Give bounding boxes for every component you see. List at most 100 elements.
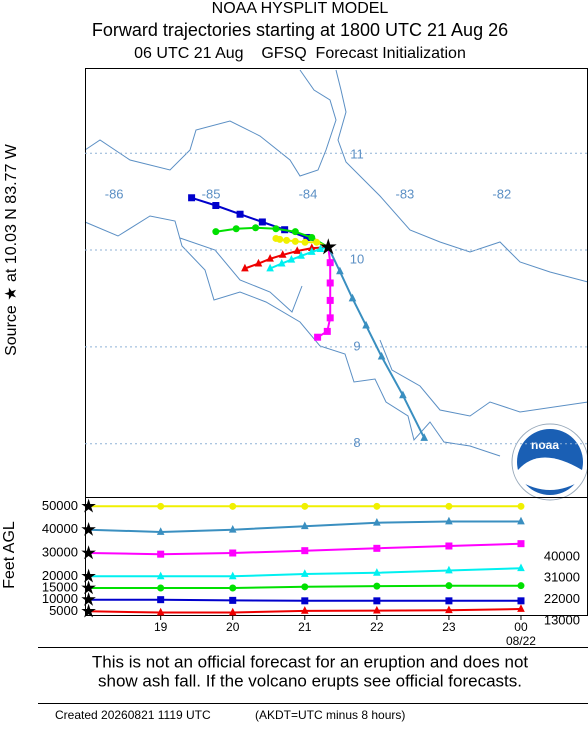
marker — [300, 569, 309, 577]
coastlines — [84, 69, 588, 457]
marker — [300, 606, 309, 614]
x-tick-label: 22 — [370, 620, 384, 634]
marker — [323, 327, 331, 335]
x-sublabel: 08/22 — [506, 634, 536, 648]
y-axis-title: Feet AGL — [1, 521, 18, 589]
marker — [326, 259, 334, 267]
right-label: 13000 — [544, 612, 580, 627]
marker — [278, 250, 287, 258]
y-tick-label: 40000 — [42, 521, 78, 536]
init-line: 06 UTC 21 Aug GFSQ Forecast Initializati… — [134, 45, 466, 62]
marker — [212, 228, 220, 236]
marker — [229, 584, 237, 592]
lon-label: -84 — [299, 186, 318, 201]
marker — [212, 202, 220, 210]
marker — [517, 597, 525, 605]
marker — [258, 218, 266, 226]
coastline — [84, 69, 337, 177]
source-star — [319, 238, 337, 255]
right-label: 40000 — [544, 548, 580, 563]
marker — [301, 583, 309, 591]
noaa-logo: noaa — [511, 423, 588, 501]
marker — [373, 544, 381, 552]
lat-label: 11 — [350, 147, 364, 162]
title: NOAA HYSPLIT MODEL — [212, 0, 389, 17]
x-tick-label: 23 — [442, 620, 456, 634]
marker — [445, 582, 453, 590]
marker — [373, 568, 381, 576]
coastline — [379, 339, 588, 417]
marker — [300, 521, 309, 530]
marker — [277, 258, 286, 267]
marker — [445, 597, 453, 605]
marker — [241, 263, 249, 272]
source-star — [81, 603, 96, 618]
logo-text: noaa — [531, 438, 559, 452]
lon-label: -86 — [105, 186, 124, 201]
source-star — [81, 498, 96, 513]
marker — [252, 224, 260, 232]
source-star — [81, 545, 96, 560]
y-tick-label: 30000 — [42, 544, 78, 559]
created: Created 20260821 1119 UTC — [55, 708, 211, 722]
x-tick-label: 21 — [298, 620, 312, 634]
time-note: (AKDT=UTC minus 8 hours) — [255, 708, 405, 722]
marker — [348, 293, 357, 302]
marker — [228, 571, 237, 580]
marker — [445, 502, 453, 510]
source-star — [81, 580, 96, 595]
marker — [228, 607, 237, 616]
marker — [326, 296, 334, 304]
lon-label: -83 — [395, 186, 414, 201]
source-label: Source ★ at 10.03 N 83.77 W — [3, 143, 20, 356]
marker — [377, 351, 386, 360]
marker — [272, 225, 280, 233]
marker — [445, 542, 453, 550]
marker — [445, 516, 453, 525]
marker — [188, 194, 196, 202]
marker — [229, 502, 237, 510]
marker — [301, 502, 309, 510]
marker — [157, 502, 165, 510]
marker — [373, 582, 381, 590]
y-tick-label: 5000 — [49, 603, 78, 618]
marker — [373, 597, 381, 605]
marker — [291, 237, 299, 245]
coastline — [335, 69, 588, 283]
source-star — [81, 522, 96, 536]
y-tick-label: 20000 — [42, 568, 78, 583]
logo-wave — [518, 457, 582, 490]
right-label: 22000 — [544, 591, 580, 606]
marker — [156, 607, 165, 616]
marker — [301, 597, 309, 605]
marker — [362, 320, 370, 329]
x-tick-label: 00 — [514, 620, 528, 634]
lon-label: -82 — [492, 186, 511, 201]
x-tick-label: 20 — [226, 620, 240, 634]
marker — [157, 550, 165, 558]
marker — [373, 517, 381, 526]
right-label: 31000 — [544, 570, 580, 585]
lat-label: 8 — [353, 435, 360, 450]
marker — [517, 563, 525, 572]
marker — [308, 233, 316, 241]
marker — [445, 565, 453, 574]
marker — [236, 210, 244, 218]
marker — [399, 390, 407, 399]
marker — [517, 582, 525, 590]
marker — [156, 571, 165, 580]
marker — [287, 255, 296, 263]
marker — [291, 228, 299, 236]
marker — [326, 279, 334, 287]
marker — [445, 605, 453, 614]
marker — [420, 433, 429, 441]
y-tick-label: 15000 — [42, 579, 78, 594]
y-tick-label: 10000 — [42, 591, 78, 606]
marker — [316, 244, 325, 252]
marker — [326, 314, 334, 322]
marker — [517, 516, 525, 525]
lat-label: 9 — [353, 338, 360, 353]
marker — [266, 254, 274, 262]
